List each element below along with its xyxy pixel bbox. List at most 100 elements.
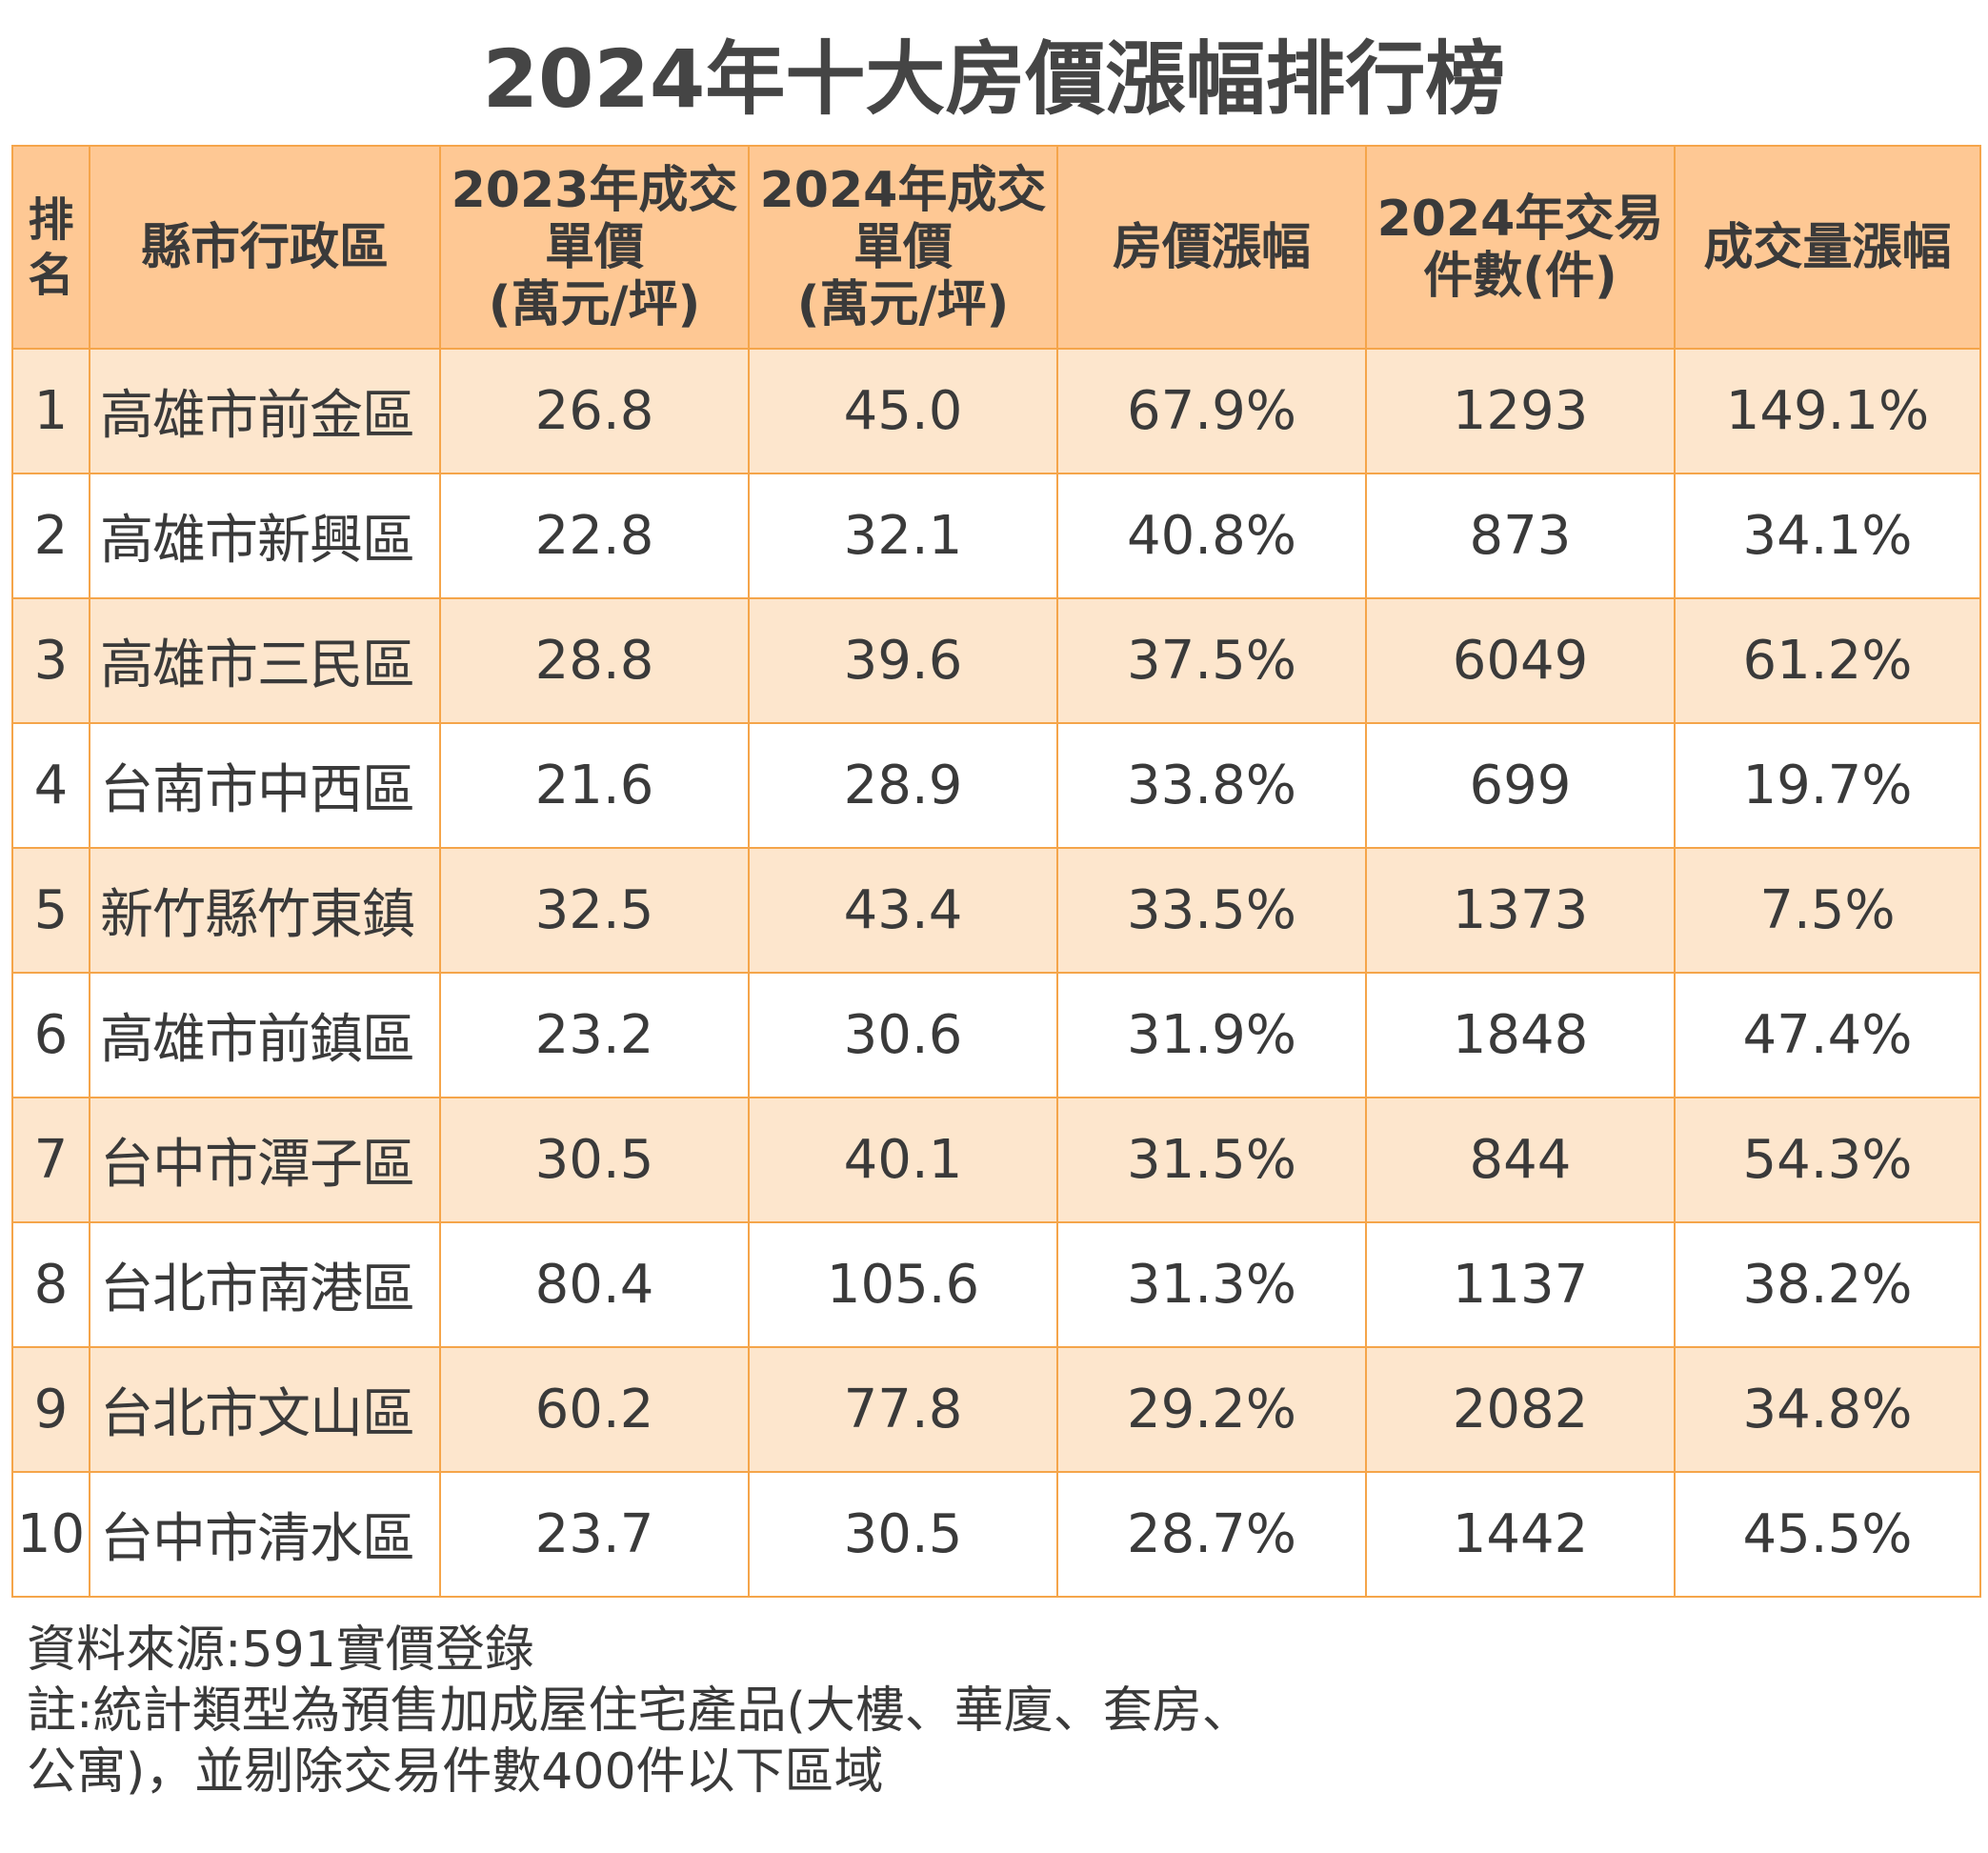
- cell-volume-growth: 149.1%: [1674, 348, 1981, 474]
- header-price-2024: 2024年成交 單價 (萬元/坪): [748, 145, 1058, 350]
- cell-count-2024: 1442: [1365, 1471, 1676, 1598]
- header-price-2023: 2023年成交 單價 (萬元/坪): [439, 145, 750, 350]
- header-rank-line2: 名: [28, 248, 74, 302]
- cell-volume-growth: 54.3%: [1674, 1097, 1981, 1223]
- cell-volume-growth: 47.4%: [1674, 972, 1981, 1098]
- table-row: 2 高雄市新興區 22.8 32.1 40.8% 873 34.1%: [11, 473, 1981, 599]
- table-row: 3 高雄市三民區 28.8 39.6 37.5% 6049 61.2%: [11, 597, 1981, 724]
- cell-price-2024: 30.6: [748, 972, 1058, 1098]
- header-area: 縣市行政區: [89, 145, 441, 350]
- cell-rank: 6: [11, 972, 90, 1098]
- header-price-growth: 房價漲幅: [1056, 145, 1367, 350]
- cell-price-2023: 23.2: [439, 972, 750, 1098]
- ranking-table: 排 名 縣市行政區 2023年成交 單價 (萬元/坪) 2024年成交 單價 (…: [11, 145, 1981, 1598]
- header-price-2023-line1: 2023年成交: [451, 161, 738, 219]
- cell-area: 台中市清水區: [89, 1471, 441, 1598]
- cell-count-2024: 1373: [1365, 847, 1676, 974]
- table-row: 1 高雄市前金區 26.8 45.0 67.9% 1293 149.1%: [11, 348, 1981, 474]
- page-title: 2024年十大房價漲幅排行榜: [482, 32, 1506, 126]
- table-row: 8 台北市南港區 80.4 105.6 31.3% 1137 38.2%: [11, 1221, 1981, 1348]
- cell-volume-growth: 38.2%: [1674, 1221, 1981, 1348]
- cell-rank: 3: [11, 597, 90, 724]
- header-count-2024-line2: 件數(件): [1423, 247, 1617, 305]
- statistics-note-line2: 公寓)，並剔除交易件數400件以下區域: [27, 1743, 884, 1801]
- cell-price-2023: 80.4: [439, 1221, 750, 1348]
- header-price-2023-line3: (萬元/坪): [488, 275, 701, 333]
- cell-rank: 7: [11, 1097, 90, 1223]
- table-row: 6 高雄市前鎮區 23.2 30.6 31.9% 1848 47.4%: [11, 972, 1981, 1098]
- cell-count-2024: 6049: [1365, 597, 1676, 724]
- header-price-2024-line3: (萬元/坪): [796, 275, 1010, 333]
- cell-count-2024: 2082: [1365, 1346, 1676, 1473]
- cell-price-2023: 21.6: [439, 722, 750, 849]
- cell-count-2024: 1293: [1365, 348, 1676, 474]
- table-header: 排 名 縣市行政區 2023年成交 單價 (萬元/坪) 2024年成交 單價 (…: [11, 145, 1981, 350]
- cell-price-2024: 43.4: [748, 847, 1058, 974]
- cell-price-2024: 77.8: [748, 1346, 1058, 1473]
- cell-volume-growth: 61.2%: [1674, 597, 1981, 724]
- cell-count-2024: 1848: [1365, 972, 1676, 1098]
- cell-price-growth: 33.8%: [1056, 722, 1367, 849]
- cell-price-growth: 33.5%: [1056, 847, 1367, 974]
- header-price-2024-line2: 單價: [853, 218, 953, 276]
- cell-price-2023: 60.2: [439, 1346, 750, 1473]
- data-source-note: 資料來源:591實價登錄: [27, 1621, 534, 1679]
- cell-area: 高雄市前金區: [89, 348, 441, 474]
- cell-price-2023: 22.8: [439, 473, 750, 599]
- header-rank: 排 名: [11, 145, 90, 350]
- cell-price-growth: 40.8%: [1056, 473, 1367, 599]
- cell-price-2023: 30.5: [439, 1097, 750, 1223]
- header-price-2023-line2: 單價: [544, 218, 644, 276]
- cell-rank: 9: [11, 1346, 90, 1473]
- cell-area: 高雄市新興區: [89, 473, 441, 599]
- cell-rank: 4: [11, 722, 90, 849]
- cell-price-2023: 26.8: [439, 348, 750, 474]
- cell-volume-growth: 45.5%: [1674, 1471, 1981, 1598]
- cell-price-growth: 28.7%: [1056, 1471, 1367, 1598]
- header-count-2024: 2024年交易 件數(件): [1365, 145, 1676, 350]
- cell-rank: 5: [11, 847, 90, 974]
- cell-price-2024: 28.9: [748, 722, 1058, 849]
- cell-area: 台北市文山區: [89, 1346, 441, 1473]
- header-volume-growth: 成交量漲幅: [1674, 145, 1981, 350]
- statistics-note-line1: 註:統計類型為預售加成屋住宅產品(大樓、華廈、套房、: [27, 1682, 1252, 1740]
- cell-price-2023: 23.7: [439, 1471, 750, 1598]
- cell-rank: 1: [11, 348, 90, 474]
- cell-volume-growth: 34.8%: [1674, 1346, 1981, 1473]
- table-row: 7 台中市潭子區 30.5 40.1 31.5% 844 54.3%: [11, 1097, 1981, 1223]
- cell-price-growth: 37.5%: [1056, 597, 1367, 724]
- cell-area: 高雄市前鎮區: [89, 972, 441, 1098]
- cell-price-2024: 45.0: [748, 348, 1058, 474]
- cell-area: 台南市中西區: [89, 722, 441, 849]
- cell-count-2024: 699: [1365, 722, 1676, 849]
- header-rank-line1: 排: [28, 192, 74, 247]
- cell-price-2023: 32.5: [439, 847, 750, 974]
- cell-area: 台北市南港區: [89, 1221, 441, 1348]
- cell-rank: 2: [11, 473, 90, 599]
- cell-rank: 10: [11, 1471, 90, 1598]
- cell-price-growth: 67.9%: [1056, 348, 1367, 474]
- cell-price-2024: 40.1: [748, 1097, 1058, 1223]
- cell-count-2024: 844: [1365, 1097, 1676, 1223]
- cell-area: 新竹縣竹東鎮: [89, 847, 441, 974]
- cell-price-growth: 31.5%: [1056, 1097, 1367, 1223]
- cell-price-growth: 31.9%: [1056, 972, 1367, 1098]
- table-body: 1 高雄市前金區 26.8 45.0 67.9% 1293 149.1% 2 高…: [11, 348, 1981, 1598]
- table-row: 9 台北市文山區 60.2 77.8 29.2% 2082 34.8%: [11, 1346, 1981, 1473]
- cell-count-2024: 1137: [1365, 1221, 1676, 1348]
- cell-count-2024: 873: [1365, 473, 1676, 599]
- header-row: 排 名 縣市行政區 2023年成交 單價 (萬元/坪) 2024年成交 單價 (…: [11, 145, 1981, 350]
- cell-area: 高雄市三民區: [89, 597, 441, 724]
- cell-price-2024: 32.1: [748, 473, 1058, 599]
- header-count-2024-line1: 2024年交易: [1376, 190, 1664, 248]
- cell-price-growth: 29.2%: [1056, 1346, 1367, 1473]
- header-price-2024-line1: 2024年成交: [759, 161, 1047, 219]
- cell-area: 台中市潭子區: [89, 1097, 441, 1223]
- footer-notes: 資料來源:591實價登錄 註:統計類型為預售加成屋住宅產品(大樓、華廈、套房、 …: [27, 1620, 1456, 1803]
- cell-price-2023: 28.8: [439, 597, 750, 724]
- table-row: 10 台中市清水區 23.7 30.5 28.7% 1442 45.5%: [11, 1471, 1981, 1598]
- table-row: 5 新竹縣竹東鎮 32.5 43.4 33.5% 1373 7.5%: [11, 847, 1981, 974]
- cell-volume-growth: 7.5%: [1674, 847, 1981, 974]
- cell-price-growth: 31.3%: [1056, 1221, 1367, 1348]
- cell-volume-growth: 34.1%: [1674, 473, 1981, 599]
